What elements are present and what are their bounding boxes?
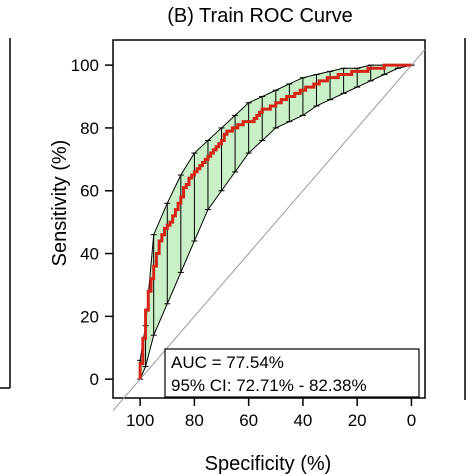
y-tick-label: 0 <box>90 370 99 389</box>
ci-text: 95% CI: 72.71% - 82.38% <box>171 376 367 395</box>
y-tick-label: 80 <box>80 119 99 138</box>
y-tick-label: 20 <box>80 307 99 326</box>
auc-text: AUC = 77.54% <box>171 353 284 372</box>
y-tick-label: 40 <box>80 245 99 264</box>
plot-area: 0 20 40 60 80 100 100 80 60 40 20 0 AUC = 77.54% 95% … <box>71 39 426 430</box>
plot-frame <box>112 39 426 399</box>
auc-annotation-box <box>164 348 420 398</box>
x-tick-label: 40 <box>293 411 312 430</box>
y-tick-label: 100 <box>71 56 99 75</box>
roc-curve <box>138 63 412 380</box>
x-tick-label: 0 <box>407 411 416 430</box>
y-axis-label: Sensitivity (%) <box>49 140 71 267</box>
x-tick-label: 60 <box>239 411 258 430</box>
x-tick-label: 80 <box>185 411 204 430</box>
y-tick-label: 60 <box>80 182 99 201</box>
chart-title: (B) Train ROC Curve <box>167 5 353 27</box>
x-axis-label: Specificity (%) <box>205 453 332 474</box>
left-panel-fragment <box>0 38 11 389</box>
x-tick-label: 20 <box>348 411 367 430</box>
x-tick-label: 100 <box>126 411 154 430</box>
